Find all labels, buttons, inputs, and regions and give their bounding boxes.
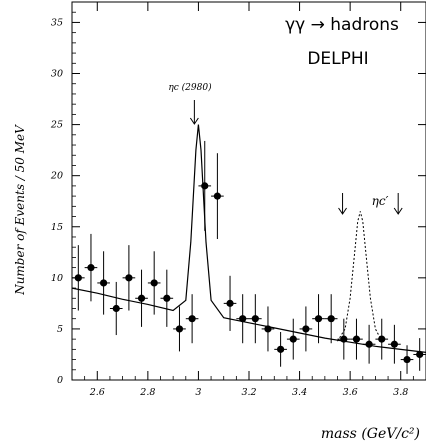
data-point: [188, 315, 196, 323]
data-point: [251, 315, 259, 323]
x-tick-label: 2.8: [139, 387, 155, 398]
y-tick-label: 5: [57, 324, 63, 335]
data-point: [137, 294, 146, 302]
x-tick-label: 3.4: [292, 387, 307, 398]
data-point: [289, 335, 297, 343]
data-point: [277, 345, 285, 353]
x-tick-label: 3.6: [343, 387, 358, 398]
data-point: [163, 294, 171, 302]
etac-prime-annotation: ηc′: [372, 194, 389, 208]
data-point: [87, 264, 95, 272]
y-tick-label: 15: [51, 222, 63, 233]
data-point: [390, 340, 398, 348]
y-tick-label: 30: [51, 69, 63, 80]
data-point: [125, 274, 133, 282]
data-point: [74, 274, 82, 282]
data-point: [201, 182, 209, 190]
x-axis-label: mass (GeV/c²): [321, 426, 420, 442]
data-point: [112, 304, 120, 313]
data-point: [403, 355, 411, 364]
x-tick-label: 3.2: [241, 387, 256, 398]
data-point: [175, 325, 184, 333]
x-tick-label: 2.6: [89, 387, 105, 398]
data-point: [213, 192, 221, 200]
y-tick-label: 25: [50, 120, 63, 131]
experiment-annotation: DELPHI: [307, 49, 368, 69]
data-point: [340, 335, 348, 343]
data-point: [314, 315, 323, 323]
data-point: [264, 325, 272, 333]
data-point: [150, 279, 158, 287]
data-point: [100, 279, 108, 287]
data-point: [239, 315, 247, 323]
data-point: [302, 325, 310, 333]
data-point: [416, 350, 424, 359]
data-point: [327, 315, 335, 323]
arrow-head: [393, 207, 403, 215]
ticks-layer: 0 5 10 15 20 25 30 35 2.6 2.8 3 3.2 3.4 3.6 3.8: [50, 2, 426, 398]
process-annotation: γγ → hadrons: [285, 15, 399, 35]
dotted-peak-line: [337, 211, 384, 344]
arrow-head: [189, 117, 199, 125]
etac-annotation: ηc (2980): [168, 82, 212, 93]
x-tick-label: 3: [195, 387, 201, 398]
y-tick-label: 10: [51, 273, 63, 284]
data-layer: [72, 140, 426, 374]
data-point: [378, 335, 386, 343]
y-axis-label: Number of Events / 50 MeV: [13, 124, 27, 296]
y-tick-label: 20: [50, 171, 63, 182]
y-tick-label: 35: [51, 17, 63, 28]
data-point: [365, 340, 373, 348]
data-point: [226, 299, 234, 307]
y-tick-label: 0: [57, 375, 63, 386]
x-tick-label: 3.8: [393, 387, 408, 398]
arrow-head: [338, 207, 347, 215]
data-point: [352, 335, 361, 343]
arrow-layer: [189, 100, 403, 215]
